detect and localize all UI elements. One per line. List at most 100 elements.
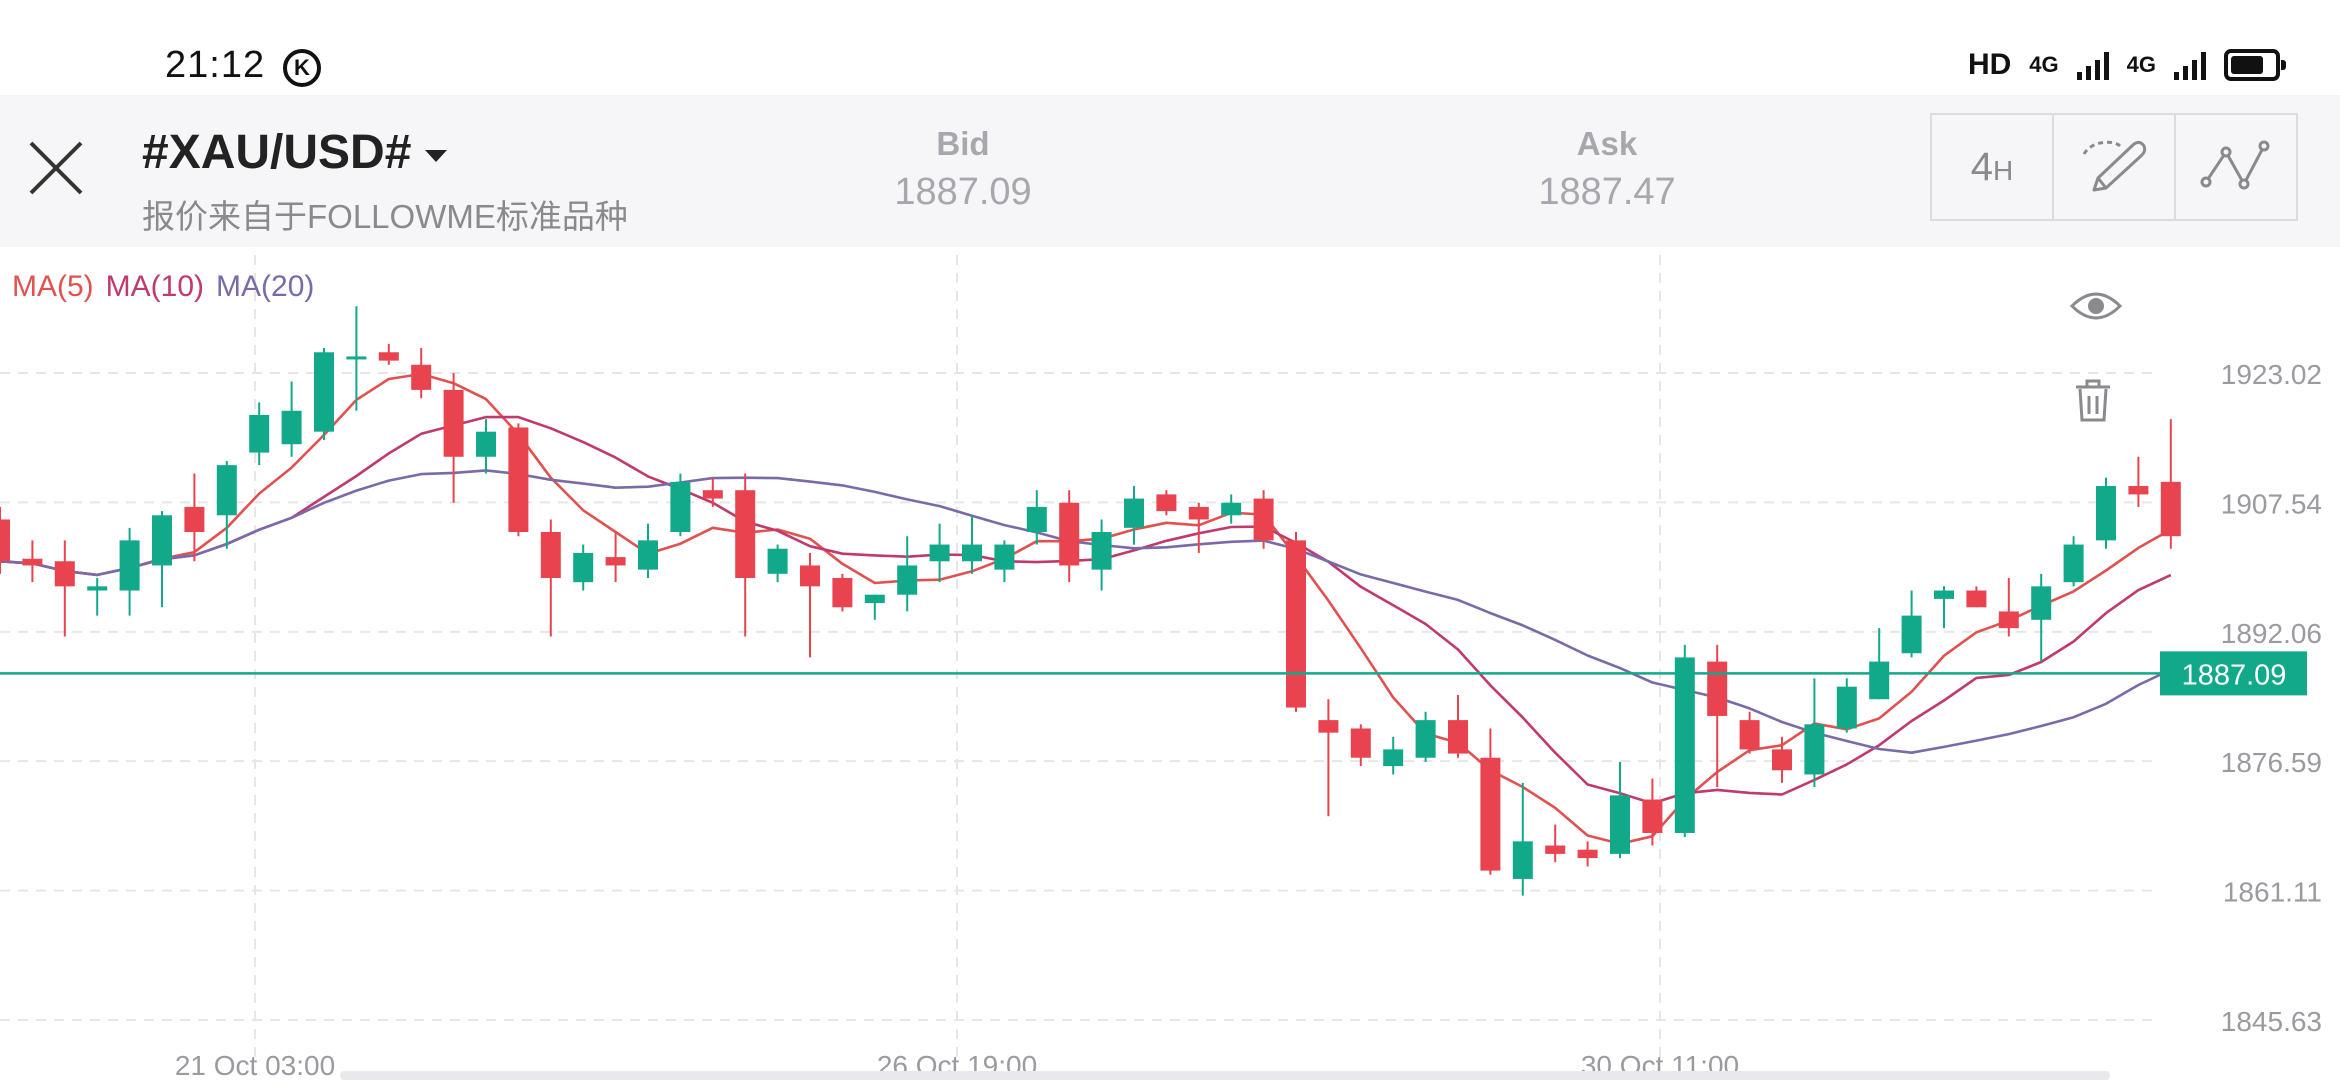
- candle-body: [1059, 502, 1080, 566]
- candle: [0, 506, 10, 574]
- candle-body: [2128, 486, 2149, 495]
- ma-legend: MA(5) MA(10) MA(20): [12, 270, 314, 304]
- candle-body: [702, 490, 723, 499]
- timeframe-number: 4: [1970, 144, 1993, 189]
- candle-body: [1901, 615, 1922, 654]
- candle: [1674, 644, 1695, 838]
- candle: [864, 594, 885, 620]
- candle: [897, 536, 918, 612]
- candle-body: [184, 506, 205, 533]
- candle: [2128, 456, 2149, 507]
- candle: [1512, 782, 1533, 896]
- candle-body: [508, 427, 529, 533]
- close-button[interactable]: [25, 137, 87, 199]
- candle: [87, 577, 108, 616]
- candle-body: [638, 540, 658, 570]
- candle: [1966, 586, 1987, 608]
- candle-body: [1869, 661, 1890, 700]
- candle-body: [411, 364, 432, 390]
- candle: [1188, 502, 1209, 553]
- candle: [767, 544, 788, 583]
- indicator-button[interactable]: [2176, 115, 2296, 219]
- candle-body: [1642, 799, 1663, 833]
- quote-header: #XAU/USD# 报价来自于FOLLOWME标准品种 Bid 1887.09 …: [0, 95, 2340, 247]
- candle: [2160, 419, 2181, 549]
- current-price-tag: [2160, 651, 2307, 696]
- candle-body: [476, 431, 496, 457]
- delete-drawings-button[interactable]: [2072, 378, 2114, 424]
- candle-body: [1674, 657, 1695, 833]
- candle-body: [1383, 749, 1404, 767]
- candle: [2096, 477, 2116, 549]
- price-tick-label: 1907.54: [2221, 488, 2322, 519]
- candle-body: [216, 465, 237, 516]
- candle-body: [864, 594, 885, 604]
- symbol-name: #XAU/USD#: [142, 126, 412, 179]
- candle: [1772, 736, 1792, 783]
- symbol-selector[interactable]: #XAU/USD#: [142, 125, 448, 180]
- candle: [1577, 841, 1598, 867]
- bid-value: 1887.09: [894, 171, 1032, 213]
- candle-body: [735, 490, 756, 578]
- candle: [378, 343, 399, 365]
- ma10-line: [0, 415, 2172, 805]
- candle: [1480, 728, 1501, 875]
- candle: [22, 540, 43, 583]
- candle: [1415, 711, 1436, 762]
- candle: [184, 473, 205, 562]
- status-bar: 21:12 K HD 4G 4G: [0, 0, 2340, 95]
- candle-body: [0, 519, 10, 562]
- candle-body: [605, 557, 626, 566]
- candle-body: [897, 565, 918, 595]
- price-tick-label: 1876.59: [2221, 747, 2322, 778]
- candle-body: [1772, 749, 1792, 771]
- eye-icon: [2069, 292, 2123, 320]
- price-tick-label: 1923.02: [2221, 359, 2322, 390]
- chart-scrollbar[interactable]: [340, 1071, 2110, 1080]
- candle: [1642, 778, 1663, 846]
- candle: [929, 523, 950, 583]
- candle: [638, 523, 658, 578]
- candle: [832, 573, 853, 612]
- candle: [249, 402, 270, 466]
- drawing-tool-button[interactable]: [2054, 115, 2176, 219]
- candle: [1383, 736, 1404, 775]
- visibility-toggle[interactable]: [2068, 286, 2124, 326]
- candle: [1934, 586, 1954, 629]
- candle-body: [1998, 611, 2019, 629]
- price-tick-label: 1845.63: [2221, 1006, 2322, 1037]
- price-tick-label: 1892.06: [2221, 618, 2322, 649]
- app-badge-icon: K: [283, 49, 321, 87]
- candle-body: [1188, 506, 1209, 520]
- signal-icon: [2174, 50, 2206, 80]
- bid-label: Bid: [936, 125, 990, 162]
- candle: [994, 540, 1015, 583]
- candle: [508, 423, 529, 537]
- battery-icon: [2224, 49, 2286, 81]
- ma5-legend: MA(5): [12, 270, 94, 303]
- candle-body: [1286, 540, 1306, 708]
- candle: [735, 473, 756, 637]
- candle: [1026, 490, 1047, 545]
- candle-body: [378, 352, 399, 361]
- candle: [2063, 536, 2084, 587]
- candle: [670, 473, 691, 537]
- candle-body: [1091, 532, 1112, 570]
- candle-body: [670, 481, 691, 533]
- candle-body: [1480, 757, 1501, 871]
- candle-body: [443, 389, 464, 457]
- ma5-line: [0, 372, 2172, 846]
- candle: [962, 515, 982, 574]
- candle: [1836, 678, 1857, 733]
- candle: [1448, 695, 1468, 758]
- candle-body: [573, 552, 594, 583]
- ask-quote: Ask 1887.47: [1477, 125, 1737, 214]
- timeframe-button[interactable]: 4H: [1932, 115, 2054, 219]
- current-price-label: 1887.09: [2182, 659, 2287, 691]
- candle: [152, 511, 172, 608]
- candle-body: [346, 356, 367, 360]
- candlestick-chart[interactable]: 1923.02 1907.54 1892.06 1876.59 1861.11 1845.…: [0, 247, 2340, 1080]
- candle-body: [1577, 849, 1598, 859]
- candle: [411, 348, 432, 399]
- status-time: 21:12: [165, 44, 266, 86]
